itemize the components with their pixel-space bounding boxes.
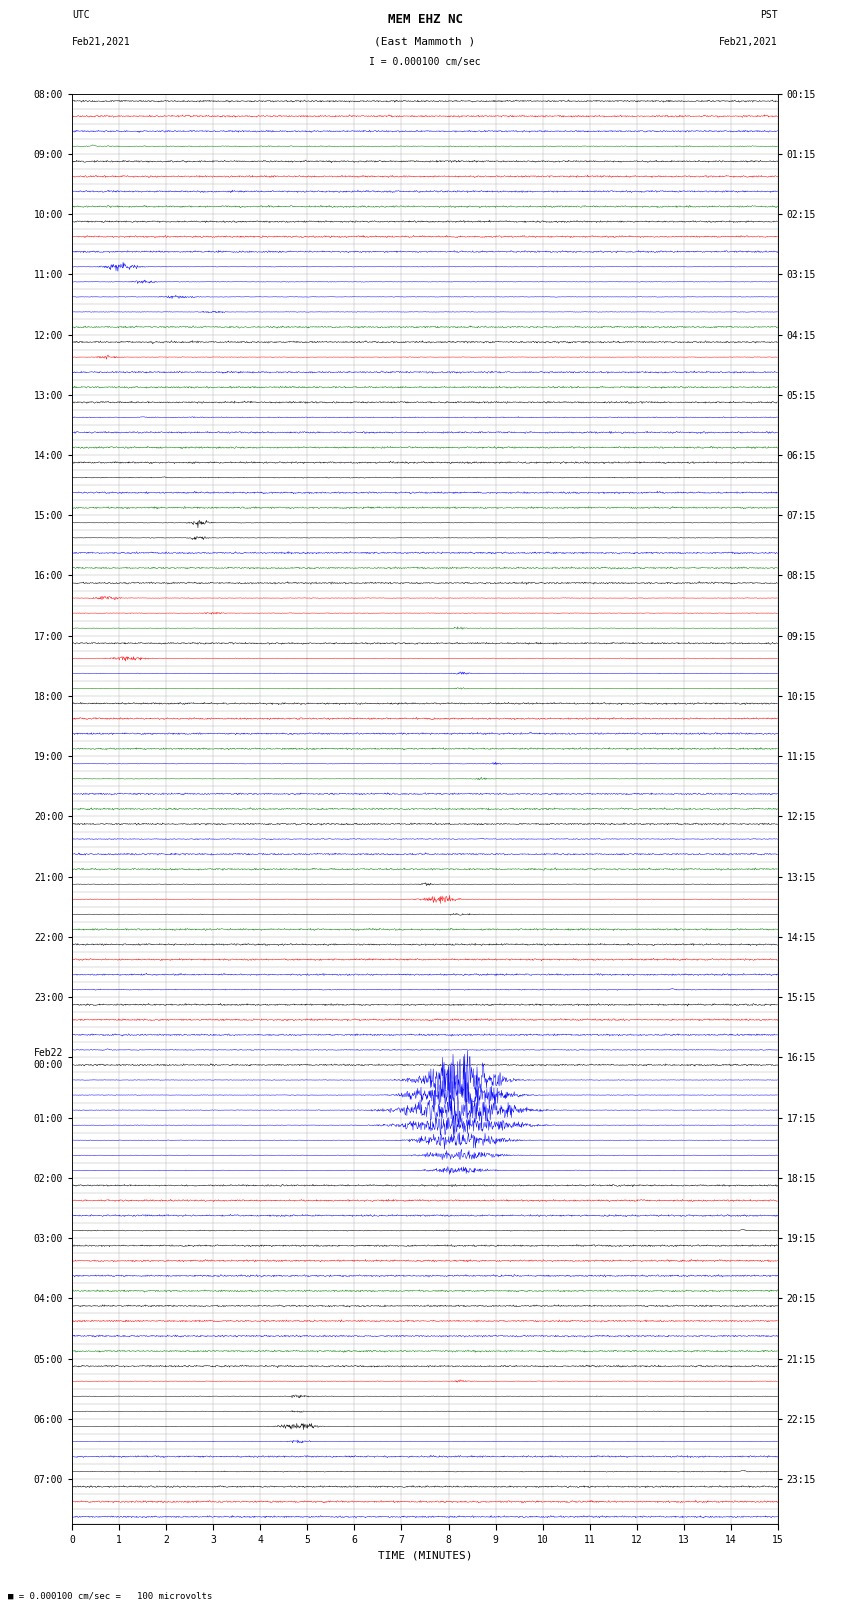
Text: Feb21,2021: Feb21,2021 (719, 37, 778, 47)
Text: UTC: UTC (72, 10, 90, 19)
Text: (East Mammoth ): (East Mammoth ) (374, 37, 476, 47)
X-axis label: TIME (MINUTES): TIME (MINUTES) (377, 1550, 473, 1560)
Text: ■ = 0.000100 cm/sec =   100 microvolts: ■ = 0.000100 cm/sec = 100 microvolts (8, 1590, 212, 1600)
Text: Feb21,2021: Feb21,2021 (72, 37, 131, 47)
Text: PST: PST (760, 10, 778, 19)
Text: I = 0.000100 cm/sec: I = 0.000100 cm/sec (369, 58, 481, 68)
Text: MEM EHZ NC: MEM EHZ NC (388, 13, 462, 26)
